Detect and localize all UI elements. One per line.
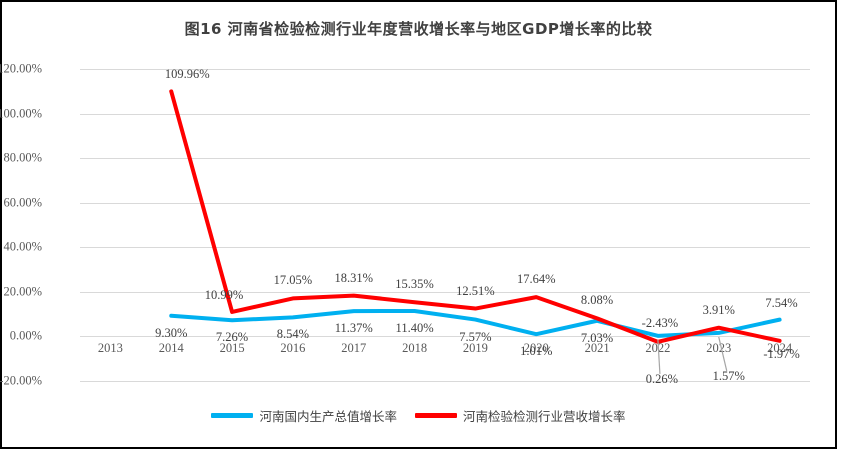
y-tick-label: 20.00% — [3, 284, 42, 299]
data-label-industry: -2.43% — [641, 315, 679, 330]
data-label-industry: 12.51% — [456, 283, 495, 298]
x-tick-label: 2020 — [523, 341, 549, 355]
x-tick-label: 2019 — [462, 341, 488, 355]
x-tick-label: 2016 — [280, 341, 306, 355]
gridline — [80, 291, 810, 293]
data-label-industry: 10.99% — [204, 287, 244, 302]
line-industry — [169, 89, 782, 344]
gridline — [80, 202, 810, 204]
leader-line — [718, 336, 728, 372]
y-tick-label: 100.00% — [0, 106, 42, 121]
plot-area: 120.00% 100.00% 80.00% 60.00% 40.00% 20.00% 0.… — [0, 62, 810, 388]
chart-title: 图16 河南省检验检测行业年度营收增长率与地区GDP增长率的比较 — [184, 20, 653, 38]
y-tick-label: 60.00% — [3, 195, 42, 210]
gridline — [80, 381, 810, 382]
data-label-gdp: 11.37% — [334, 321, 373, 336]
series-lines — [169, 89, 782, 374]
legend-label-industry: 河南检验检测行业营收增长率 — [463, 409, 626, 424]
y-tick-label: -20.00% — [0, 373, 42, 388]
data-label-gdp: 1.57% — [712, 368, 745, 383]
gridline — [80, 69, 810, 70]
data-label-gdp: 11.40% — [395, 321, 434, 336]
data-label-gdp: 7.03% — [580, 330, 614, 345]
gridline — [80, 158, 810, 160]
x-tick-label: 2017 — [341, 341, 367, 355]
data-label-industry: 15.35% — [395, 277, 434, 292]
data-label-gdp: 7.54% — [765, 295, 798, 310]
y-tick-label: 0.00% — [9, 328, 42, 343]
x-tick-label: 2021 — [584, 341, 610, 355]
leader-line — [657, 339, 661, 374]
legend-item-gdp[interactable]: 河南国内生产总值增长率 — [211, 406, 397, 425]
data-label-gdp: 7.57% — [459, 329, 492, 344]
line-gdp — [169, 309, 782, 338]
gridline — [80, 247, 810, 249]
data-label-industry: 8.08% — [580, 293, 614, 308]
y-tick-label: 80.00% — [3, 150, 42, 165]
data-label-gdp: 0.26% — [645, 371, 679, 386]
chart-legend: 河南国内生产总值增长率 河南检验检测行业营收增长率 — [2, 406, 835, 425]
data-label-gdp: 1.01% — [520, 344, 553, 359]
data-label-gdp: 8.54% — [276, 327, 310, 342]
data-label-industry: 17.05% — [273, 273, 313, 288]
x-tick-label: 2013 — [97, 341, 123, 355]
x-tick-label: 2014 — [158, 341, 184, 355]
y-tick-label: 40.00% — [3, 239, 42, 254]
data-label-gdp: 9.30% — [155, 325, 188, 340]
legend-label-gdp: 河南国内生产总值增长率 — [259, 409, 397, 424]
gridline — [80, 113, 810, 115]
data-label-industry: 17.64% — [516, 272, 556, 287]
data-label-gdp: 7.26% — [215, 330, 249, 345]
legend-item-industry[interactable]: 河南检验检测行业营收增长率 — [415, 406, 626, 425]
legend-swatch-industry — [415, 413, 457, 418]
data-label-industry: -1.97% — [763, 346, 800, 361]
x-tick-label: 2018 — [402, 341, 428, 355]
data-label-industry: 109.96% — [164, 67, 210, 82]
data-label-industry: 3.91% — [702, 302, 735, 317]
y-tick-label: 120.00% — [0, 61, 42, 76]
x-tick-label: 2015 — [219, 341, 245, 355]
x-tick-label: 2024 — [767, 341, 793, 355]
gridline — [80, 336, 810, 338]
x-tick-label: 2023 — [706, 341, 732, 355]
data-label-industry: 18.31% — [334, 270, 374, 285]
legend-swatch-gdp — [211, 413, 254, 418]
